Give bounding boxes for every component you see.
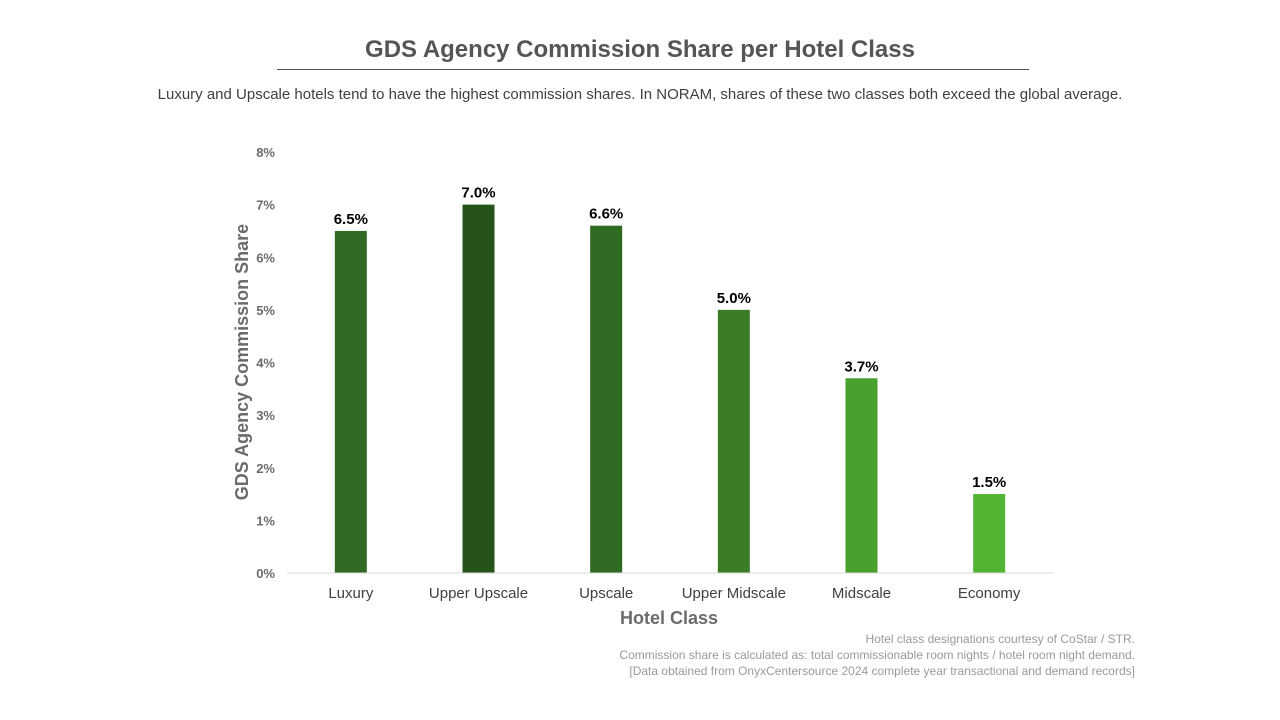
x-tick-label: Upper Midscale	[682, 585, 786, 602]
title-underline	[277, 69, 1029, 70]
bar-upper-midscale	[717, 309, 750, 573]
x-tick-label: Midscale	[832, 585, 891, 602]
x-tick-label: Luxury	[328, 585, 374, 602]
y-tick-label: 1%	[256, 513, 275, 528]
bar-economy	[973, 494, 1006, 573]
footnote-data: [Data obtained from OnyxCentersource 202…	[629, 664, 1135, 678]
x-tick-label: Economy	[958, 585, 1021, 602]
bars	[334, 204, 1006, 574]
data-label: 1.5%	[972, 474, 1006, 491]
bar-midscale	[845, 378, 878, 573]
data-label: 3.7%	[844, 358, 878, 375]
page-title: GDS Agency Commission Share per Hotel Cl…	[365, 36, 915, 63]
y-tick-label: 3%	[256, 408, 275, 423]
data-label: 6.6%	[589, 206, 623, 223]
y-tick-label: 4%	[256, 356, 275, 371]
y-axis-label: GDS Agency Commission Share	[232, 224, 252, 500]
data-label: 7.0%	[461, 185, 495, 202]
bar-upper-upscale	[462, 204, 495, 573]
y-tick-label: 7%	[256, 198, 275, 213]
bar-upscale	[590, 225, 623, 574]
data-label: 6.5%	[334, 211, 368, 228]
y-tick-label: 0%	[256, 566, 275, 581]
y-tick-label: 2%	[256, 461, 275, 476]
x-axis-ticks: Luxury Upper Upscale Upscale Upper Midscale…	[328, 585, 1021, 602]
x-tick-label: Upscale	[579, 585, 633, 602]
page-subtitle: Luxury and Upscale hotels tend to have t…	[157, 86, 1123, 103]
y-tick-label: 8%	[256, 145, 275, 160]
value-labels: 6.5% 7.0% 6.6% 5.0% 3.7% 1.5%	[334, 185, 1007, 491]
y-tick-label: 5%	[256, 303, 275, 318]
y-tick-label: 6%	[256, 250, 275, 265]
footnote-method: Commission share is calculated as: total…	[619, 648, 1135, 662]
bar-luxury	[334, 230, 367, 573]
x-axis-label: Hotel Class	[620, 608, 718, 628]
data-label: 5.0%	[717, 290, 751, 307]
y-axis-ticks: 0% 1% 2% 3% 4% 5% 6% 7% 8%	[256, 145, 275, 581]
x-tick-label: Upper Upscale	[429, 585, 528, 602]
footnote-source: Hotel class designations courtesy of CoS…	[865, 632, 1135, 646]
